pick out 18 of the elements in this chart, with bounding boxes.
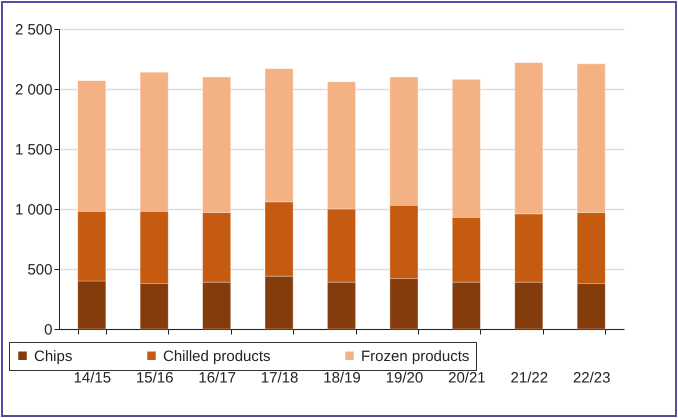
- x-tick-label: 14/15: [74, 370, 112, 386]
- x-tick-label: 19/20: [386, 370, 424, 386]
- x-tick-label: 20/21: [448, 370, 486, 386]
- y-tick-label: 2 500: [14, 22, 52, 38]
- y-tick-label: 1 500: [14, 142, 52, 158]
- x-tick-label: 16/17: [198, 370, 236, 386]
- x-tick-label: 22/23: [572, 370, 610, 386]
- y-tick-label: 0: [44, 322, 52, 338]
- y-tick-label: 2 000: [14, 82, 52, 98]
- legend-label: Frozen products: [361, 348, 470, 365]
- legend-label: Chilled products: [163, 348, 271, 365]
- x-tick-label: 17/18: [260, 370, 298, 386]
- y-tick-label: 500: [27, 262, 52, 278]
- legend-label: Chips: [34, 348, 72, 365]
- y-tick-label: 1 000: [14, 202, 52, 218]
- x-tick-label: 21/22: [510, 370, 548, 386]
- x-tick-label: 18/19: [323, 370, 361, 386]
- x-tick-label: 15/16: [136, 370, 174, 386]
